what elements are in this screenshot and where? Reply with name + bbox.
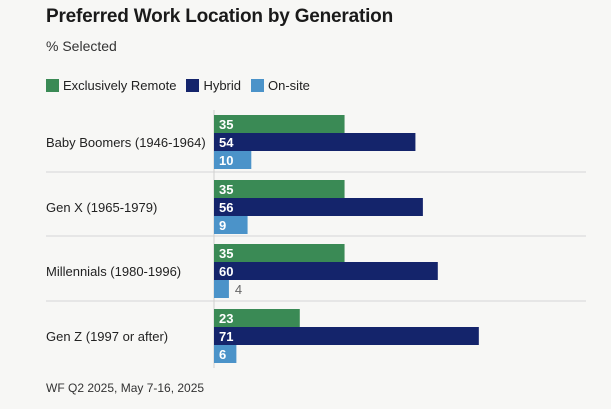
legend-item-onsite: On-site	[251, 78, 310, 93]
bar-on-site-gen-z-1997-or-after	[214, 345, 237, 363]
data-label-hybrid-gen-z-1997-or-after: 71	[219, 329, 233, 344]
bar-hybrid-baby-boomers-1946-1964	[214, 133, 416, 151]
bar-hybrid-millennials-1980-1996	[214, 262, 438, 280]
bar-exclusively-remote-gen-x-1965-1979	[214, 180, 345, 198]
legend-label-hybrid: Hybrid	[203, 78, 242, 93]
bar-on-site-gen-x-1965-1979	[214, 216, 248, 234]
legend-item-remote: Exclusively Remote	[46, 78, 176, 93]
legend-swatch-remote	[46, 79, 59, 92]
data-label-hybrid-millennials-1980-1996: 60	[219, 264, 233, 279]
legend: Exclusively Remote Hybrid On-site	[46, 78, 320, 93]
category-label-gen-x-1965-1979: Gen X (1965-1979)	[46, 200, 157, 215]
data-label-exclusively-remote-gen-z-1997-or-after: 23	[219, 311, 233, 326]
legend-label-remote: Exclusively Remote	[63, 78, 177, 93]
legend-label-onsite: On-site	[268, 78, 310, 93]
category-label-baby-boomers-1946-1964: Baby Boomers (1946-1964)	[46, 135, 206, 150]
bar-hybrid-gen-z-1997-or-after	[214, 327, 479, 345]
data-label-exclusively-remote-baby-boomers-1946-1964: 35	[219, 117, 233, 132]
bar-exclusively-remote-gen-z-1997-or-after	[214, 309, 300, 327]
chart-footnote: WF Q2 2025, May 7-16, 2025	[46, 381, 205, 395]
chart-subtitle: % Selected	[46, 38, 117, 54]
bar-on-site-millennials-1980-1996	[214, 280, 229, 298]
legend-swatch-hybrid	[186, 79, 200, 92]
chart-title: Preferred Work Location by Generation	[46, 6, 393, 27]
data-label-on-site-gen-z-1997-or-after: 6	[219, 347, 226, 362]
legend-item-hybrid: Hybrid	[186, 78, 241, 93]
bar-hybrid-gen-x-1965-1979	[214, 198, 423, 216]
data-label-hybrid-gen-x-1965-1979: 56	[219, 200, 233, 215]
bar-exclusively-remote-millennials-1980-1996	[214, 244, 345, 262]
category-label-millennials-1980-1996: Millennials (1980-1996)	[46, 264, 181, 279]
legend-swatch-onsite	[251, 79, 265, 92]
bar-exclusively-remote-baby-boomers-1946-1964	[214, 115, 345, 133]
data-label-on-site-baby-boomers-1946-1964: 10	[219, 153, 233, 168]
data-label-on-site-millennials-1980-1996: 4	[235, 282, 242, 297]
data-label-exclusively-remote-gen-x-1965-1979: 35	[219, 182, 233, 197]
bar-on-site-baby-boomers-1946-1964	[214, 151, 252, 169]
data-label-hybrid-baby-boomers-1946-1964: 54	[219, 135, 234, 150]
data-label-exclusively-remote-millennials-1980-1996: 35	[219, 246, 233, 261]
data-label-on-site-gen-x-1965-1979: 9	[219, 218, 226, 233]
category-label-gen-z-1997-or-after: Gen Z (1997 or after)	[46, 329, 168, 344]
